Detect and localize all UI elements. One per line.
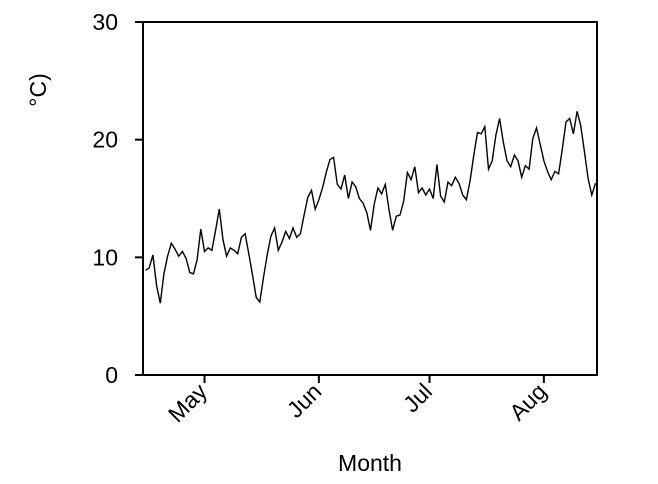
x-tick-label: May xyxy=(163,378,212,427)
y-tick-label: 30 xyxy=(92,9,118,35)
y-tick-label: 20 xyxy=(92,127,118,153)
y-tick-label: 0 xyxy=(105,362,118,388)
x-tick-label: Jul xyxy=(398,378,437,417)
plot-area: 0 10 20 30 May Jun Jul Aug xyxy=(92,9,597,427)
plot-border xyxy=(142,21,598,376)
x-axis-label: Month xyxy=(338,450,402,476)
x-tick-label: Jun xyxy=(282,378,327,423)
x-tick-label: Aug xyxy=(504,378,551,425)
y-axis-label: °C) xyxy=(25,73,51,106)
y-tick-label: 10 xyxy=(92,244,118,270)
temperature-line xyxy=(145,111,597,304)
